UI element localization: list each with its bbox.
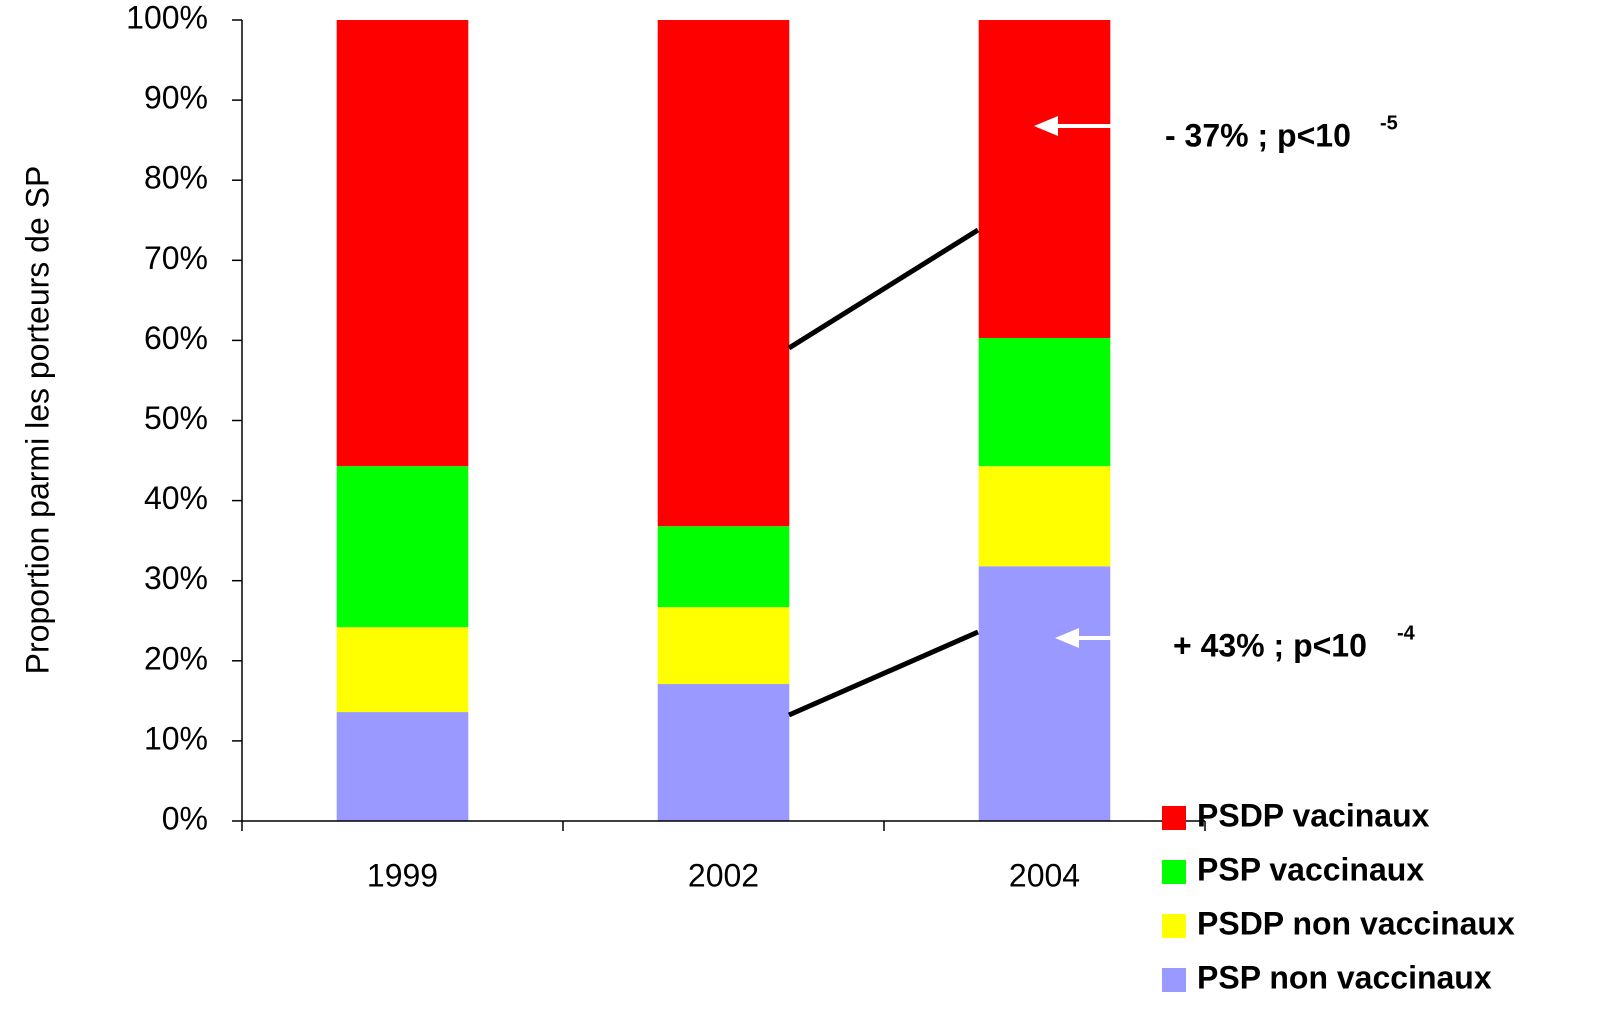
- annotation: + 43% ; p<10: [1173, 627, 1367, 663]
- bar-segment: [657, 20, 790, 527]
- y-tick-label: 10%: [144, 720, 208, 756]
- y-axis-label: Proportion parmi les porteurs de SP: [19, 166, 55, 675]
- legend-label: PSP vaccinaux: [1197, 851, 1424, 887]
- y-tick-label: 30%: [144, 560, 208, 596]
- annotation-superscript: -5: [1380, 112, 1398, 134]
- y-tick-label: 70%: [144, 240, 208, 276]
- y-tick-label: 0%: [162, 800, 208, 836]
- bar-segment: [336, 712, 469, 821]
- legend-label: PSDP vacinaux: [1197, 797, 1430, 833]
- bar-segment: [657, 684, 790, 821]
- bar-segment: [336, 20, 469, 467]
- x-tick-label: 2004: [1009, 857, 1080, 893]
- legend-swatch: [1162, 860, 1186, 884]
- x-tick-label: 1999: [367, 857, 438, 893]
- legend-swatch: [1162, 806, 1186, 830]
- legend-label: PSP non vaccinaux: [1197, 959, 1492, 995]
- legend-swatch: [1162, 914, 1186, 938]
- y-tick-label: 100%: [126, 0, 208, 35]
- bar-segment: [336, 627, 469, 713]
- y-tick-label: 40%: [144, 480, 208, 516]
- bar-segment: [657, 526, 790, 608]
- bar-segment: [336, 466, 469, 628]
- bar-segment: [978, 466, 1111, 567]
- arrow: [1034, 116, 1112, 136]
- connector-line: [787, 227, 980, 351]
- legend-swatch: [1162, 968, 1186, 992]
- annotation: - 37% ; p<10: [1165, 117, 1351, 153]
- bar-segment: [978, 20, 1111, 338]
- y-tick-label: 50%: [144, 400, 208, 436]
- y-tick-label: 90%: [144, 80, 208, 116]
- bar-segment: [657, 607, 790, 685]
- legend-label: PSDP non vaccinaux: [1197, 905, 1515, 941]
- connector-line: [787, 629, 980, 718]
- x-tick-label: 2002: [688, 857, 759, 893]
- y-tick-label: 80%: [144, 160, 208, 196]
- plot: [336, 20, 1111, 821]
- y-tick-label: 60%: [144, 320, 208, 356]
- bar-segment: [978, 566, 1111, 821]
- y-tick-label: 20%: [144, 640, 208, 676]
- annotation-superscript: -4: [1397, 622, 1416, 644]
- arrow: [1055, 628, 1112, 648]
- bar-segment: [978, 337, 1111, 467]
